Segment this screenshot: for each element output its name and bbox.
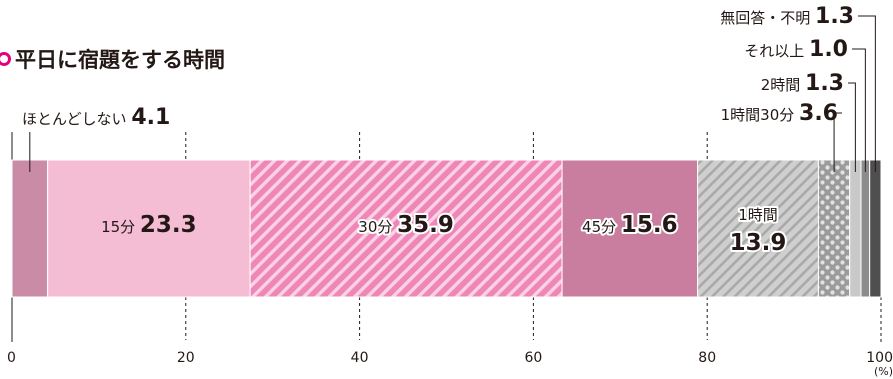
callout-leader: [848, 82, 856, 172]
callout-label: 2時間 1.3: [761, 71, 844, 96]
bar-segment: [561, 159, 699, 298]
x-tick-label: 100: [866, 350, 893, 366]
callout-leader: [858, 15, 876, 172]
category-label: 1時間30分: [721, 106, 799, 124]
callout-leader: [852, 48, 866, 172]
double-circle-icon: [0, 52, 11, 66]
callout-label: 1時間30分 3.6: [721, 101, 838, 126]
callout-label: 無回答・不明 1.3: [720, 4, 854, 29]
bar-segment: [47, 159, 251, 298]
category-label: 45分: [582, 218, 621, 236]
chart-title-group: 平日に宿題をする時間: [0, 42, 225, 76]
callout-label: それ以上 1.0: [744, 37, 848, 62]
value-label: 13.9: [730, 230, 787, 256]
bar-segment: [869, 159, 882, 298]
x-tick-label: 80: [698, 350, 716, 366]
callout-label: ほとんどしない 4.1: [22, 105, 170, 130]
value-label: 1.0: [809, 37, 848, 62]
category-label: ほとんどしない: [22, 110, 131, 128]
value-label: 4.1: [131, 105, 170, 130]
segment-label: 30分 35.9: [358, 212, 454, 238]
chart-title: 平日に宿題をする時間: [15, 48, 225, 72]
category-label: 無回答・不明: [720, 9, 815, 27]
segment-label: 45分 15.6: [582, 212, 678, 238]
x-tick-label: 20: [177, 350, 195, 366]
callout-leader: [833, 112, 842, 172]
value-label: 15.6: [621, 212, 678, 238]
value-label: 35.9: [397, 212, 454, 238]
category-label: 1時間: [738, 206, 778, 224]
value-label: 1.3: [815, 4, 854, 29]
bar-segment: [849, 159, 862, 298]
x-tick-label: 60: [524, 350, 542, 366]
x-tick-label: 0: [7, 350, 16, 366]
bar-segment: [860, 159, 871, 298]
segment-label: 15分 23.3: [101, 212, 197, 238]
category-label: 15分: [101, 218, 140, 236]
bar-segment: [11, 159, 49, 298]
bar-segment: [249, 159, 563, 298]
category-label: 30分: [358, 218, 397, 236]
category-label: 2時間: [761, 76, 805, 94]
unit-label: (%): [874, 365, 893, 378]
value-label: 23.3: [140, 212, 197, 238]
x-tick-label: 40: [351, 350, 369, 366]
bar-segment: [697, 159, 819, 298]
value-label: 1.3: [805, 71, 844, 96]
bar-segment: [817, 159, 851, 298]
value-label: 3.6: [799, 101, 838, 126]
category-label: それ以上: [744, 42, 809, 60]
